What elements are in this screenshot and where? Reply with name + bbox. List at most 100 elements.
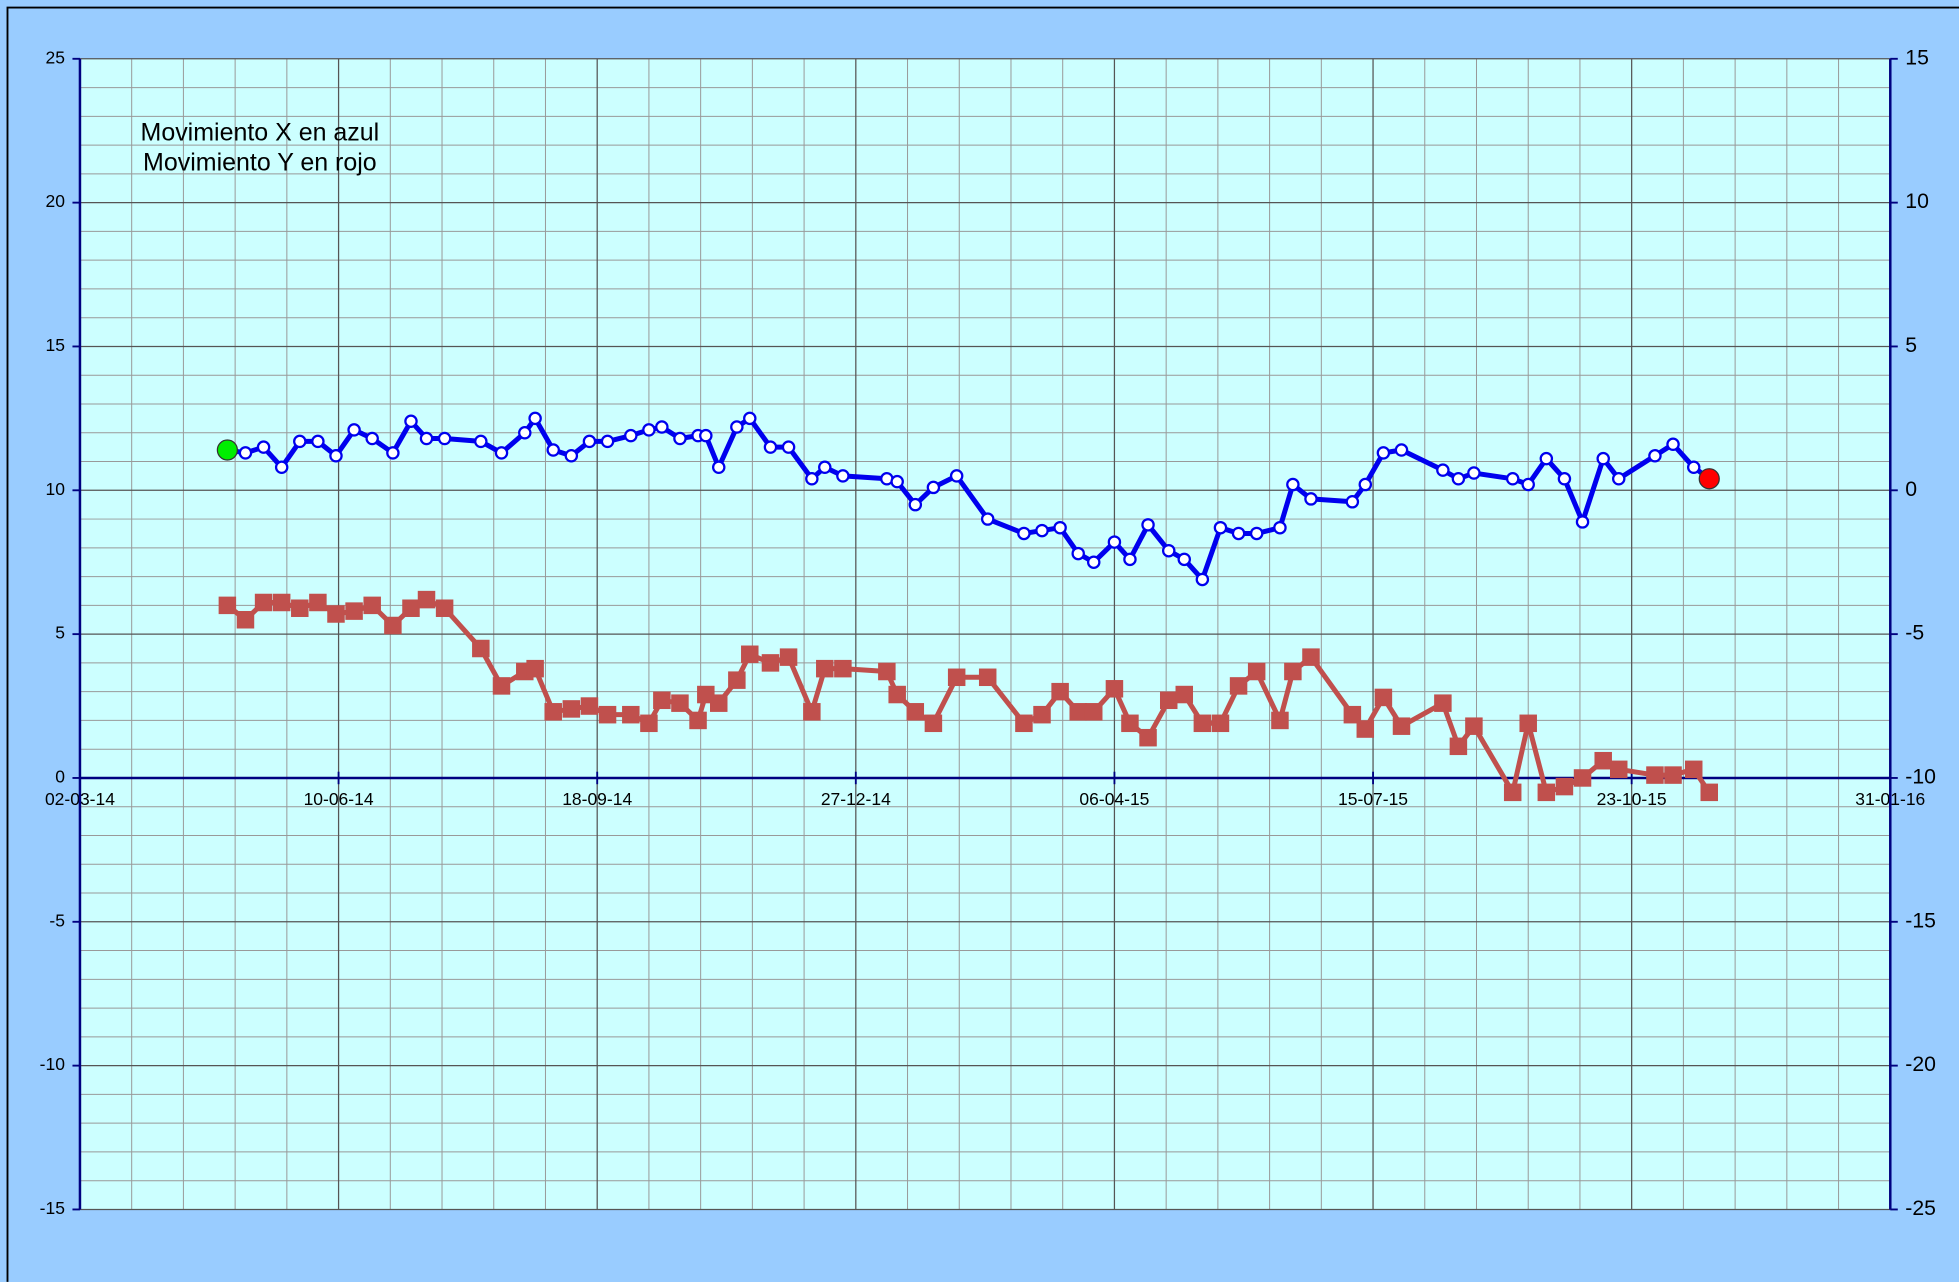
annotation: Movimiento Y en rojo: [143, 148, 377, 176]
point: [600, 434, 615, 449]
point: [518, 426, 532, 440]
point: [818, 460, 832, 475]
point: [1519, 714, 1537, 733]
y2-tick-label: -10: [1905, 766, 1936, 789]
y2-tick-label: 5: [1905, 334, 1917, 357]
point: [1596, 451, 1610, 466]
y-tick-label: 25: [46, 47, 65, 67]
point: [1684, 760, 1703, 779]
point: [1177, 552, 1192, 567]
point: [779, 648, 798, 666]
point: [1273, 520, 1287, 535]
point: [805, 472, 819, 486]
point: [622, 705, 640, 724]
point: [1539, 451, 1554, 466]
point: [1573, 769, 1592, 787]
point: [1646, 766, 1664, 784]
point: [1686, 460, 1701, 475]
point: [494, 446, 509, 460]
y-tick-label: 0: [55, 767, 65, 787]
start-point: [216, 439, 238, 461]
point: [1449, 737, 1468, 756]
point: [562, 700, 581, 718]
point: [689, 711, 707, 730]
point: [1139, 728, 1157, 747]
point: [1213, 520, 1228, 535]
point: [1436, 463, 1450, 477]
point: [1121, 714, 1139, 733]
y-tick-label: 5: [55, 623, 65, 643]
y-tick-label: -15: [40, 1198, 65, 1218]
annotation: Movimiento X en azul: [141, 118, 380, 146]
point: [640, 714, 658, 733]
point: [1555, 777, 1574, 796]
point: [1017, 526, 1031, 541]
point: [1175, 685, 1194, 704]
point: [384, 616, 402, 635]
point: [711, 460, 726, 475]
x-tick-label: 23-10-15: [1597, 789, 1667, 809]
point: [1071, 546, 1085, 561]
x-tick-label: 10-06-14: [304, 789, 374, 809]
point: [474, 434, 488, 449]
point: [1557, 472, 1572, 486]
point: [816, 659, 834, 678]
point: [673, 431, 687, 446]
point: [728, 671, 746, 689]
point: [1537, 783, 1556, 802]
point: [1648, 449, 1662, 463]
point: [1211, 714, 1230, 733]
point: [272, 593, 291, 612]
point: [1503, 783, 1522, 802]
point: [347, 423, 361, 437]
point: [836, 469, 850, 483]
point: [1594, 751, 1612, 770]
point: [978, 668, 997, 687]
point: [365, 431, 379, 446]
point: [1611, 472, 1626, 486]
point: [472, 639, 490, 658]
point: [699, 428, 713, 443]
point: [926, 480, 941, 495]
point: [906, 703, 925, 721]
point: [1069, 703, 1087, 721]
y-tick-label: 15: [46, 335, 65, 355]
y2-tick-label: -15: [1905, 909, 1936, 932]
point: [1374, 688, 1393, 707]
point: [1231, 526, 1246, 541]
point: [1465, 717, 1483, 735]
point: [834, 659, 852, 678]
point: [1434, 694, 1452, 712]
point: [437, 431, 452, 446]
point: [402, 599, 420, 617]
point: [1051, 682, 1069, 701]
point: [1271, 711, 1289, 730]
point: [1700, 783, 1718, 802]
y-tick-label: -10: [40, 1054, 66, 1074]
point: [274, 460, 289, 475]
point: [763, 440, 778, 454]
point: [1195, 572, 1210, 587]
point: [710, 694, 728, 712]
point: [598, 705, 617, 724]
point: [1394, 443, 1409, 457]
point: [730, 420, 744, 434]
y2-tick-label: -5: [1905, 622, 1924, 645]
point: [1193, 714, 1212, 733]
point: [417, 590, 436, 609]
point: [546, 443, 560, 457]
point: [1159, 691, 1178, 710]
x-tick-label: 27-12-14: [821, 789, 891, 809]
point: [1467, 466, 1481, 480]
point: [1505, 472, 1520, 486]
point: [888, 685, 906, 704]
point: [624, 428, 638, 443]
point: [1521, 477, 1535, 492]
point: [311, 434, 325, 449]
point: [1141, 518, 1155, 532]
point: [743, 411, 757, 426]
point: [1358, 477, 1373, 492]
point: [655, 420, 669, 434]
point: [653, 691, 671, 710]
point: [980, 512, 995, 526]
